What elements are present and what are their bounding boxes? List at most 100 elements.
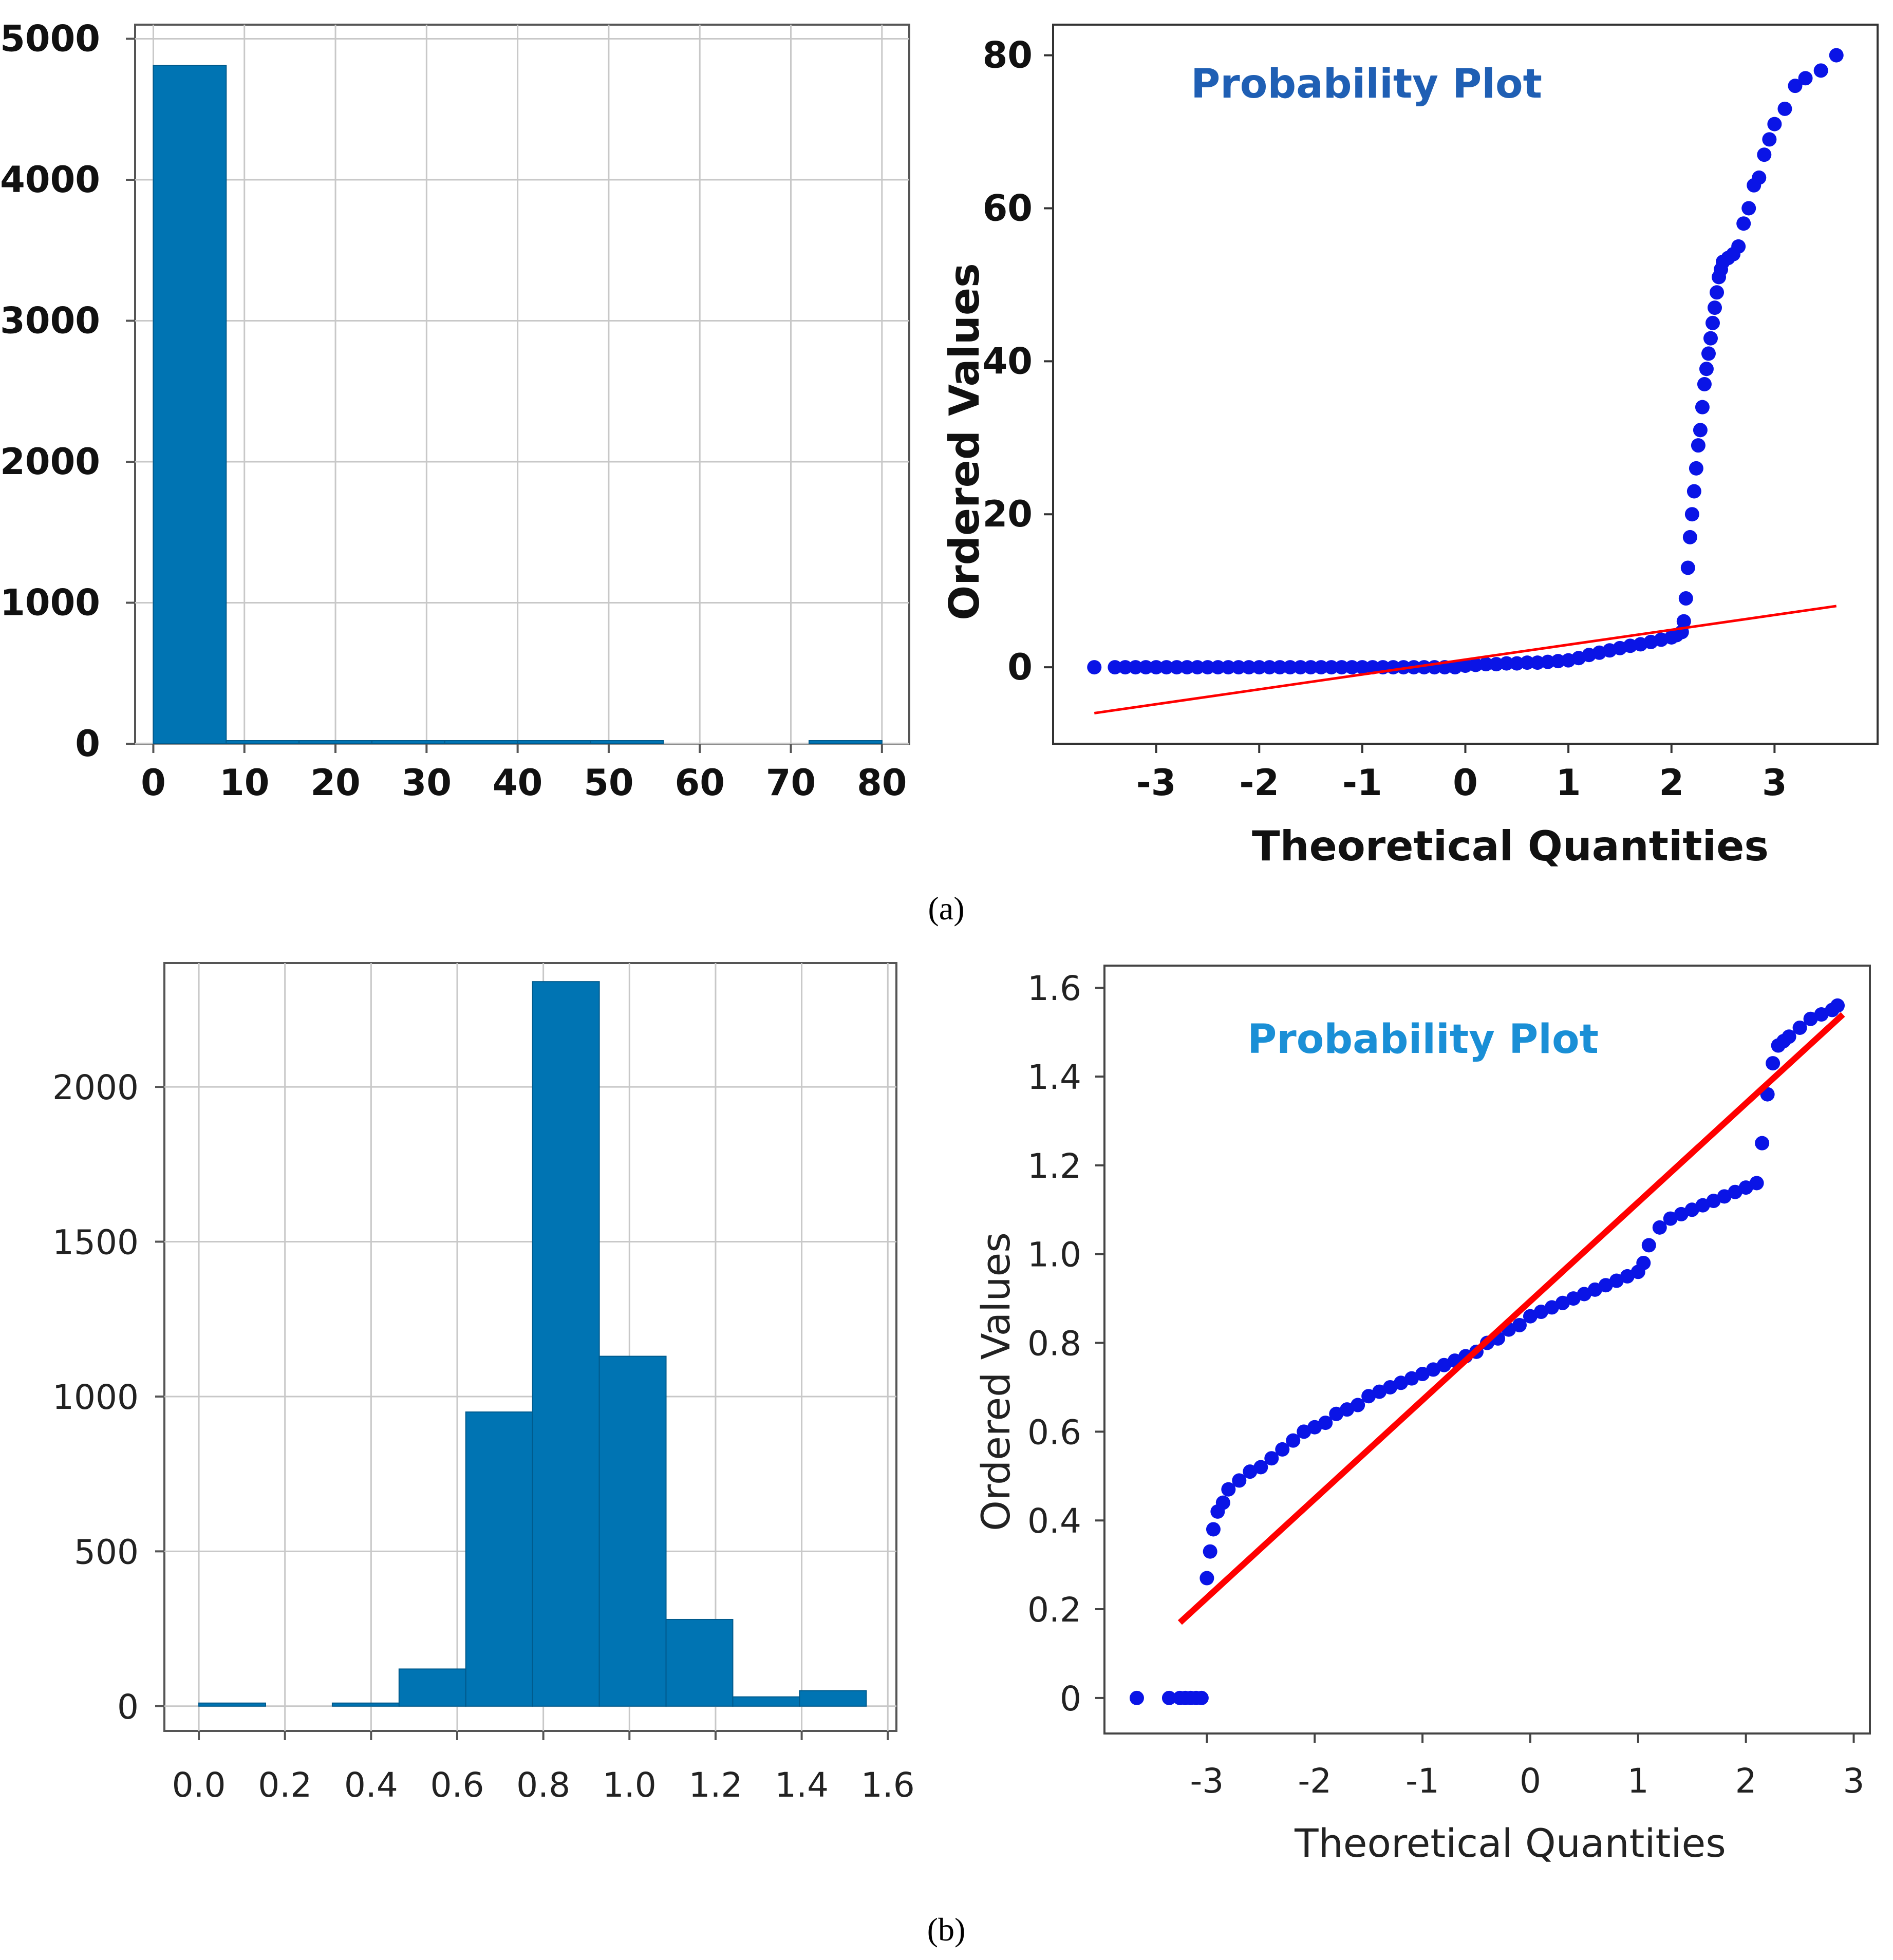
quantile-point	[1361, 1389, 1376, 1404]
x-tick-label: 1.0	[603, 1765, 657, 1805]
quantile-point	[1200, 660, 1215, 675]
histogram-bar	[598, 1355, 667, 1707]
quantile-point	[1087, 660, 1102, 675]
quantile-point	[1108, 660, 1122, 675]
quantile-point	[1231, 660, 1246, 675]
quantile-point	[1242, 660, 1257, 675]
x-tick-label: -1	[1405, 1761, 1439, 1801]
quantile-point	[1757, 147, 1772, 162]
quantile-point	[1705, 315, 1720, 330]
quantile-point	[1329, 1406, 1344, 1421]
quantile-point	[1334, 660, 1349, 675]
quantile-point	[1587, 1282, 1602, 1297]
x-tick-label: 0.0	[172, 1765, 226, 1805]
quantile-point	[1383, 1380, 1398, 1394]
quantile-point	[1636, 1255, 1651, 1270]
y-tick-label: 20	[983, 493, 1033, 535]
quantile-point	[1297, 1424, 1311, 1439]
quantile-point	[1731, 239, 1746, 254]
x-tick-label: 0.8	[516, 1765, 570, 1805]
y-tick-label: 40	[983, 340, 1033, 382]
histogram-bar	[799, 1690, 867, 1707]
quantile-point	[1766, 1056, 1780, 1071]
quantile-point	[1211, 660, 1225, 675]
quantile-point	[1684, 507, 1699, 522]
quantile-point	[1736, 216, 1751, 231]
fit-line	[1094, 605, 1837, 714]
quantile-point	[1203, 1544, 1217, 1559]
quantile-point	[1293, 660, 1308, 675]
quantile-point	[1283, 660, 1298, 675]
quantile-point	[1803, 1011, 1818, 1026]
quantile-point	[1499, 656, 1514, 671]
quantile-point	[1232, 1473, 1247, 1488]
histogram-bar	[444, 740, 518, 744]
quantile-point	[1598, 1278, 1613, 1293]
quantile-point	[1566, 1291, 1581, 1306]
x-tick-label: 50	[584, 762, 633, 804]
quantile-point	[1674, 1207, 1689, 1221]
y-tick-label: 1000	[52, 1378, 139, 1417]
plot-title: Probability Plot	[1247, 1016, 1599, 1063]
y-tick-label: 1000	[0, 581, 100, 624]
y-tick-label: 0	[1060, 1679, 1081, 1719]
quantile-point	[1138, 660, 1153, 675]
quantile-point	[1541, 654, 1555, 669]
quantile-point	[1129, 1690, 1144, 1705]
x-tick-label: 1	[1627, 1761, 1649, 1801]
x-tick-label: -1	[1342, 762, 1382, 804]
quantile-point	[1324, 660, 1339, 675]
x-tick-label: 2	[1659, 762, 1684, 804]
y-axis-title: Ordered Values	[973, 1232, 1019, 1531]
y-tick-label: 1.0	[1027, 1235, 1081, 1275]
y-tick-label: 0.6	[1027, 1412, 1081, 1452]
quantile-point	[1682, 530, 1697, 544]
quantile-point	[1533, 1305, 1548, 1320]
quantile-point	[1620, 1269, 1635, 1284]
quantile-point	[1697, 377, 1712, 391]
quantile-point	[1365, 660, 1380, 675]
quantile-point	[1206, 1522, 1221, 1537]
x-tick-label: 80	[857, 762, 907, 804]
quantile-point	[1699, 362, 1714, 376]
quantile-point	[1741, 201, 1756, 216]
histogram-bar	[153, 65, 227, 745]
x-tick-label: 10	[219, 762, 269, 804]
quantile-point	[1118, 660, 1133, 675]
quantile-point	[1680, 560, 1695, 575]
quantile-point	[1738, 1180, 1753, 1195]
quantile-point	[1179, 660, 1194, 675]
quantile-point	[1693, 423, 1708, 438]
x-tick-label: 0	[1453, 762, 1478, 804]
x-tick-label: 2	[1735, 1761, 1757, 1801]
x-tick-label: 3	[1843, 1761, 1865, 1801]
x-tick-label: 70	[766, 762, 816, 804]
quantile-point	[1161, 1690, 1176, 1705]
histogram-bar	[226, 740, 300, 744]
y-tick-label: 60	[983, 187, 1033, 229]
quantile-point	[1695, 1198, 1710, 1213]
quantile-point	[1663, 1211, 1678, 1226]
quantile-point	[1307, 1420, 1322, 1435]
quantile-point	[1404, 1371, 1419, 1386]
y-tick-label: 80	[983, 34, 1033, 77]
quantile-point	[1652, 1220, 1667, 1235]
fit-line	[1177, 1012, 1845, 1625]
quantile-point	[1415, 1367, 1430, 1382]
quantile-point	[1394, 1375, 1409, 1390]
histogram-bar	[198, 1702, 266, 1707]
quantile-point	[1708, 300, 1722, 315]
y-tick-label: 5000	[0, 17, 100, 60]
quantile-point	[1275, 1442, 1290, 1457]
y-tick-label: 0.4	[1027, 1501, 1081, 1541]
x-tick-label: -2	[1239, 762, 1279, 804]
quantile-point	[1221, 1482, 1236, 1497]
quantile-point	[1215, 1495, 1230, 1510]
plot-area	[1052, 24, 1879, 745]
quantile-point	[1717, 1189, 1732, 1204]
x-tick-label: -2	[1298, 1761, 1332, 1801]
y-tick-label: 1.4	[1027, 1058, 1081, 1097]
x-tick-label: -3	[1190, 1761, 1224, 1801]
quantile-point	[1689, 461, 1703, 476]
quantile-point	[1749, 1176, 1764, 1191]
